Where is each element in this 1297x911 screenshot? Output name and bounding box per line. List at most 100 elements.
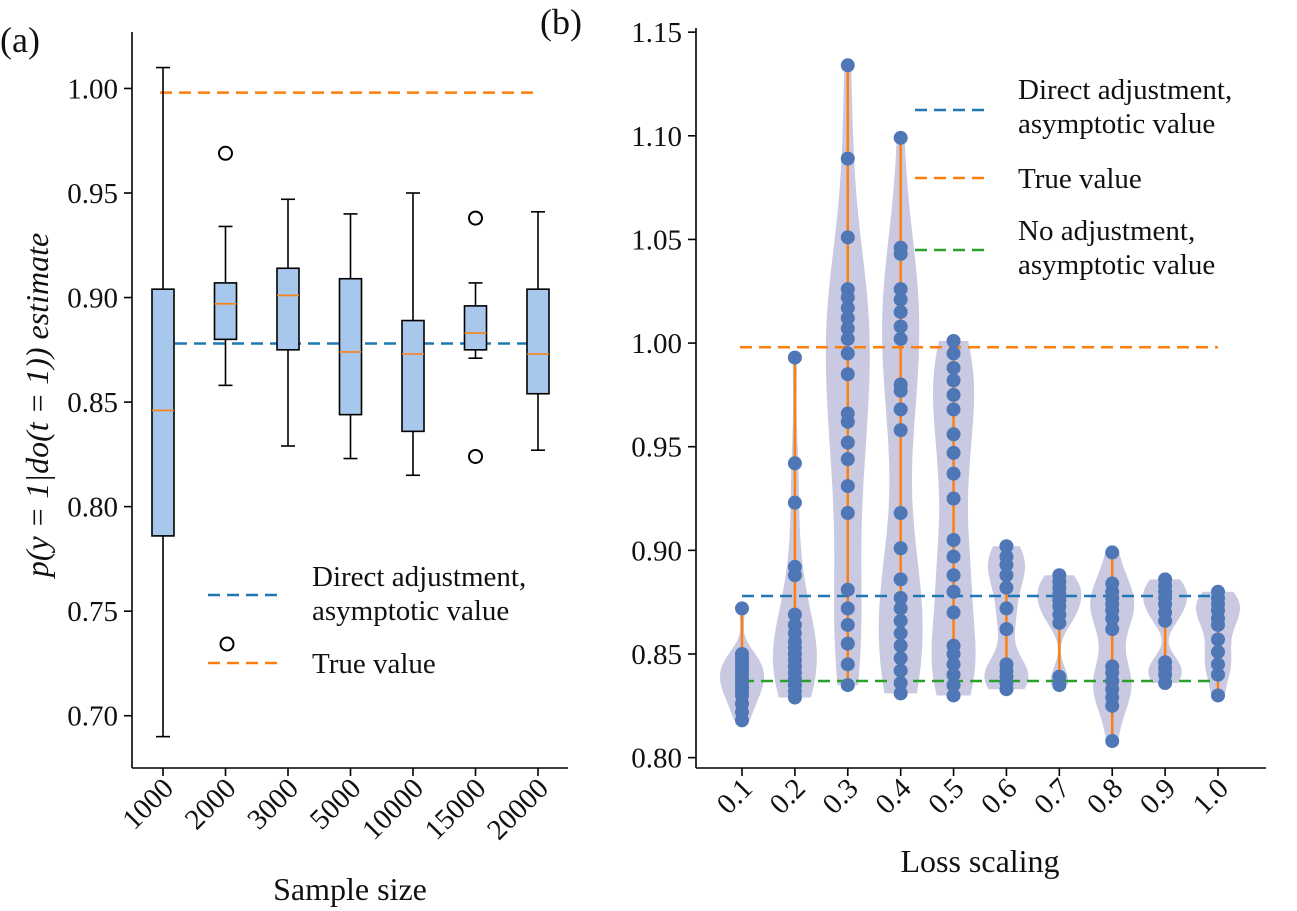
x-tick-label: 0.6 (975, 772, 1023, 820)
data-point (840, 452, 855, 467)
iqr-box (401, 319, 425, 433)
data-point (787, 495, 802, 510)
y-tick-label: 1.05 (631, 224, 682, 256)
panel-a-y-axis: 0.70 0.75 0.80 0.85 0.90 0.95 1.00 (67, 32, 133, 768)
data-point (893, 601, 908, 616)
legend-b-noadj-label-2: asymptotic value (1018, 249, 1215, 281)
data-point (999, 539, 1014, 554)
box-20000 (526, 211, 550, 451)
data-point (840, 151, 855, 166)
panel-b-y-axis: 0.80 0.85 0.90 0.95 1.00 1.05 1.10 1.15 (631, 17, 697, 775)
iqr-box (463, 305, 488, 351)
data-point (893, 319, 908, 334)
legend-true-label: True value (312, 648, 436, 680)
data-point (946, 402, 961, 417)
data-point (840, 331, 855, 346)
data-point (1158, 655, 1173, 670)
data-point (840, 300, 855, 315)
data-point (893, 423, 908, 438)
y-tick-label: 0.80 (67, 492, 118, 524)
data-point (893, 402, 908, 417)
flier-point (218, 145, 233, 161)
data-point (946, 584, 961, 599)
data-point (1105, 659, 1120, 674)
data-point (946, 638, 961, 653)
data-point (840, 321, 855, 336)
data-point (946, 678, 961, 693)
box-1000 (151, 66, 175, 738)
data-point (893, 282, 908, 297)
panel-a-boxes (151, 66, 550, 738)
data-point (840, 657, 855, 672)
data-point (1052, 568, 1067, 583)
data-point (893, 626, 908, 641)
data-point (840, 601, 855, 616)
legend-b-direct-label-1: Direct adjustment, (1018, 74, 1232, 106)
panel-b-label: (b) (540, 2, 582, 42)
data-point (787, 350, 802, 365)
y-tick-label: 1.15 (631, 17, 682, 49)
data-point (946, 333, 961, 348)
iqr-box (276, 267, 300, 351)
data-point (840, 506, 855, 521)
x-tick-label: 0.8 (1081, 772, 1129, 820)
data-point (787, 559, 802, 574)
panel-b-reference-lines (740, 345, 1218, 683)
data-point (1211, 584, 1225, 599)
data-point (893, 638, 908, 653)
panel-b: (b) 0.80 0.85 0.90 0.95 1.00 1.05 1.10 1.15 0.1… (540, 2, 1266, 879)
data-point (946, 445, 961, 460)
iqr-box (526, 288, 550, 395)
data-point (946, 549, 961, 564)
data-point (946, 360, 961, 375)
x-tick-label: 20000 (481, 772, 555, 846)
y-tick-label: 0.95 (67, 178, 118, 210)
data-point (946, 532, 961, 547)
data-point (893, 130, 908, 145)
legend-b-noadj-label-1: No adjustment, (1018, 215, 1195, 247)
data-point (999, 568, 1014, 583)
data-point (840, 367, 855, 382)
x-tick-label: 0.1 (711, 772, 759, 820)
data-point (840, 346, 855, 361)
x-tick-label: 2000 (179, 772, 243, 836)
box-15000 (463, 210, 488, 464)
data-point (1211, 657, 1225, 672)
data-point (946, 427, 961, 442)
data-point (840, 617, 855, 632)
data-point (787, 617, 802, 632)
data-point (893, 240, 908, 255)
data-point (735, 646, 749, 661)
panel-a-y-axis-label: p(y = 1|do(t = 1)) estimate (19, 233, 55, 579)
box-10000 (401, 192, 425, 477)
data-point (1105, 576, 1120, 591)
x-tick-label: 1.0 (1187, 772, 1235, 820)
y-tick-label: 0.95 (631, 432, 682, 464)
flier-point (468, 448, 483, 464)
data-point (893, 292, 908, 307)
y-tick-label: 1.10 (631, 121, 682, 153)
y-tick-label: 0.80 (631, 743, 682, 775)
data-point (999, 580, 1014, 595)
x-tick-label: 0.5 (922, 772, 970, 820)
x-tick-label: 0.7 (1028, 772, 1076, 820)
legend-b-true-label: True value (1018, 163, 1142, 195)
box-3000 (276, 198, 300, 447)
data-point (946, 568, 961, 583)
data-point (840, 582, 855, 597)
panel-a: (a) 0.700.750.800.850.900.951.00 1000200… (0, 20, 568, 907)
x-tick-label: 15000 (419, 772, 493, 846)
iqr-box (213, 282, 238, 341)
data-point (893, 686, 908, 701)
legend-flier-marker (219, 636, 235, 652)
data-point (1105, 622, 1120, 637)
panel-b-points (735, 58, 1225, 749)
data-point (840, 678, 855, 693)
data-point (946, 657, 961, 672)
data-point (893, 676, 908, 691)
data-point (893, 663, 908, 678)
data-point (946, 688, 961, 703)
panel-a-x-axis-label: Sample size (273, 871, 427, 907)
